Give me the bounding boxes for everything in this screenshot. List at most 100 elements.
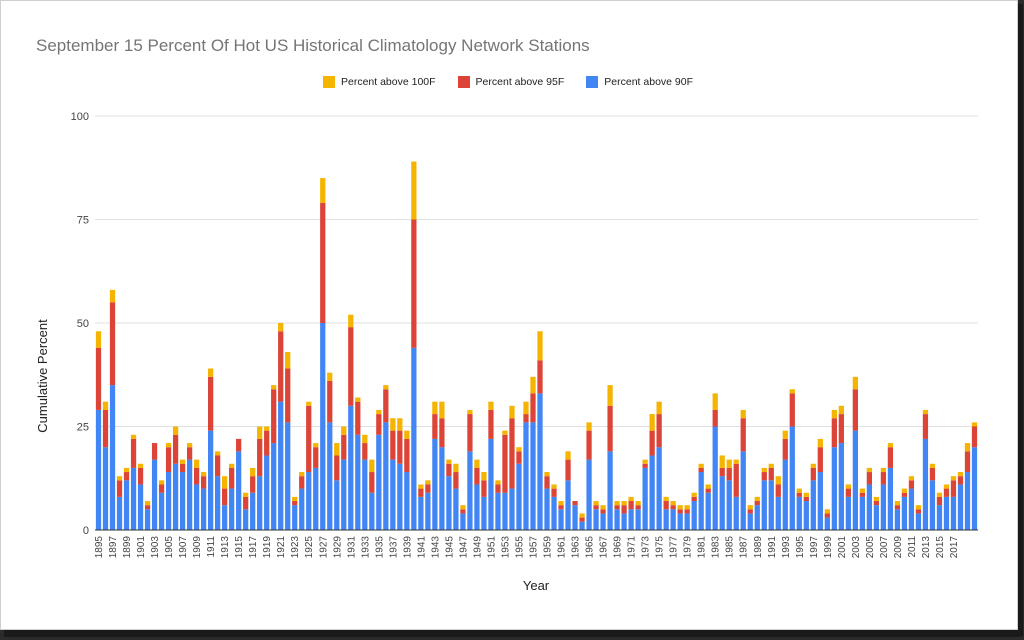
bar-90f [257,476,263,530]
bar-95f [803,496,809,502]
bar-100f [705,484,711,489]
bar-95f [768,467,774,481]
bar-95f [516,451,522,464]
x-tick-label: 1999 [823,536,834,559]
bar-100f [887,443,894,448]
bar-95f [677,509,683,514]
bar-90f [271,443,277,530]
bar-100f [250,467,256,477]
bar-100f [824,509,830,514]
bar-100f [852,376,858,390]
bar-100f [460,505,466,510]
bar-90f [712,426,718,530]
bar-100f [558,501,564,506]
bar-95f [257,438,263,477]
bar-100f [481,472,487,481]
bar-100f [355,397,361,402]
x-tick-label: 1983 [711,536,722,559]
bar-90f [649,455,655,530]
bar-100f [845,484,851,489]
bar-95f [600,509,606,514]
bar-90f [943,496,950,530]
x-tick-label: 1973 [641,536,652,559]
bar-95f [369,472,375,493]
bar-95f [831,418,837,448]
bar-95f [341,434,347,460]
bar-90f [880,484,887,530]
bar-100f [523,401,529,415]
bar-90f [936,505,943,530]
bar-100f [628,496,634,502]
bar-95f [151,443,158,460]
bar-90f [558,509,564,530]
bar-90f [116,496,123,530]
bar-90f [383,422,389,530]
bar-90f [901,496,908,530]
bar-95f [761,472,767,481]
bar-90f [537,393,543,530]
y-tick-label: 25 [77,422,89,434]
bar-95f [796,492,802,497]
bar-100f [831,409,837,419]
bar-95f [635,505,641,510]
bar-100f [285,351,291,369]
bar-100f [747,505,753,510]
legend-swatch-100f [322,76,335,88]
bar-90f [817,472,823,530]
bar-95f [817,447,823,473]
bar-95f [236,438,242,452]
x-tick-label: 1903 [150,536,161,559]
bar-100f [488,401,494,410]
bar-90f [144,509,151,530]
x-tick-label: 1909 [192,536,203,559]
x-tick-label: 2011 [907,536,918,558]
bar-95f [418,488,424,497]
bar-90f [137,484,144,530]
x-tick-label: 1899 [122,536,133,559]
bar-95f [915,509,922,514]
bar-100f [446,459,452,464]
bar-100f [467,409,473,415]
bar-100f [740,409,746,419]
bar-90f [929,480,936,530]
bar-100f [817,438,823,448]
bar-90f [593,509,599,530]
bar-95f [663,501,669,510]
x-tick-label: 1947 [458,536,469,559]
bar-90f [670,509,676,530]
bar-100f [453,463,459,473]
x-tick-label: 1997 [809,536,820,559]
bar-90f [102,447,109,530]
bar-95f [404,438,410,473]
bar-100f [537,331,543,361]
bar-90f [200,488,207,530]
bar-100f [144,501,151,506]
bar-100f [866,467,873,473]
x-tick-label: 1941 [416,536,427,559]
bar-95f [726,467,732,481]
y-axis-label: Cumulative Percent [35,319,50,433]
bar-90f [726,480,732,530]
bar-95f [656,414,662,448]
x-tick-label: 1991 [767,536,778,559]
bar-90f [908,488,915,530]
bar-90f [390,459,396,530]
bar-100f [880,467,887,473]
bar-95f [873,501,880,506]
bar-95f [824,513,830,518]
bar-90f [299,488,305,530]
bar-90f [530,422,536,530]
bar-100f [789,389,795,394]
bar-90f [754,505,760,530]
bar-95f [250,476,256,493]
bar-95f [754,501,760,506]
bar-90f [684,513,690,530]
bar-90f [264,455,270,530]
bar-95f [376,414,382,435]
x-axis-label: Year [523,578,550,593]
bar-100f [341,426,347,435]
frame-shadow-bottom [4,629,1020,637]
bar-95f [130,438,137,468]
bar-95f [355,401,361,435]
bar-90f [628,509,634,530]
